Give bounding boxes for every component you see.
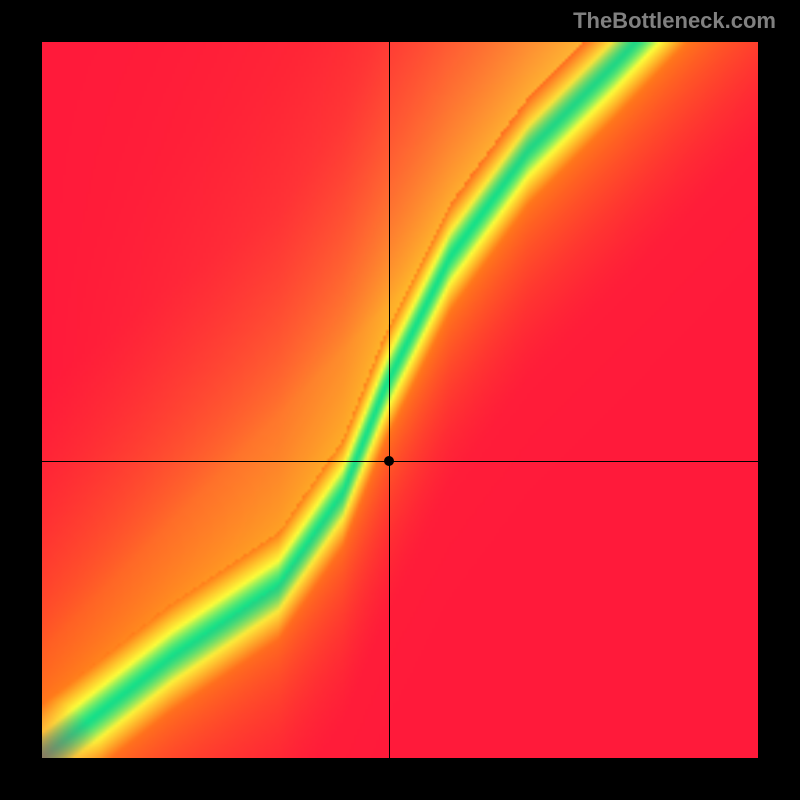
heatmap-plot — [42, 42, 758, 758]
heatmap-canvas — [42, 42, 758, 758]
crosshair-horizontal — [42, 461, 758, 462]
watermark-text: TheBottleneck.com — [573, 8, 776, 34]
crosshair-marker-dot — [384, 456, 394, 466]
crosshair-vertical — [389, 42, 390, 758]
